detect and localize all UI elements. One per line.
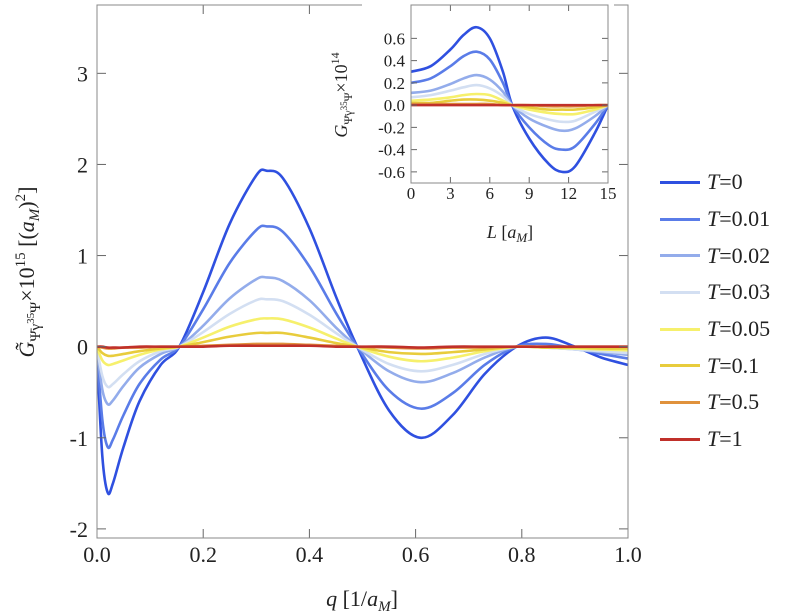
x-tick-label: 12 [560,184,577,203]
legend-swatch [660,437,700,441]
y-tick-label: 3 [77,61,88,86]
series-line [97,275,628,406]
legend-swatch [660,254,700,258]
legend-swatch [660,217,700,221]
x-tick-label: 0.4 [296,542,324,567]
y-tick-label: -2 [70,517,88,542]
inset-y-axis-label: GΨ̄γ35Ψ×1014 [328,52,355,137]
y-tick-label: -0.2 [378,118,405,137]
x-tick-label: 3 [446,184,455,203]
y-tick-label: 0.0 [384,96,405,115]
legend-swatch [660,400,700,404]
legend-entry: T=0.05 [660,311,770,348]
legend-label: T=0.05 [707,316,771,342]
y-tick-label: -1 [70,426,88,451]
y-tick-label: 0 [77,335,88,360]
x-tick-label: 6 [486,184,495,203]
legend-entry: T=0.5 [660,384,770,421]
y-tick-label: -0.6 [378,163,405,182]
legend-entry: T=1 [660,421,770,458]
legend-swatch [660,180,700,184]
series-line [411,83,608,124]
x-tick-label: 0.6 [402,542,430,567]
series-line [411,50,608,152]
y-tick-label: 0.2 [384,74,405,93]
legend-entry: T=0.03 [660,274,770,311]
y-tick-label: -0.4 [378,141,405,160]
legend-swatch [660,290,700,294]
x-tick-label: 9 [525,184,534,203]
frame [410,4,609,184]
y-tick-label: 0.6 [384,29,405,48]
x-tick-label: 0 [407,184,416,203]
legend-entry: T=0.01 [660,201,770,238]
legend-label: T=0.01 [707,206,771,232]
legend-label: T=0.1 [707,352,760,378]
inset-plot: 0 3 6 9 12 15 -0.6 -0.4 -0.2 0.0 0.2 0.4 0.6 [378,4,617,203]
legend-entry: T=0 [660,164,770,201]
x-tick-label: 15 [600,184,617,203]
legend-label: T=0 [707,169,743,195]
y-axis-label: G̃Ψ̄γ35Ψ×1015 [(aM)2] [13,187,44,358]
legend-label: T=0.03 [707,279,771,305]
legend: T=0 T=0.01 T=0.02 T=0.03 T=0.05 T=0.1 T=0.5 T=1 [660,164,770,458]
inset-x-axis-label: L [aM] [486,222,533,245]
legend-swatch [660,327,700,331]
y-tick-label: 2 [77,152,88,177]
legend-entry: T=0.1 [660,347,770,384]
legend-label: T=1 [707,426,743,452]
series-line [97,344,628,349]
series-line [411,73,608,133]
series-line [411,25,608,174]
legend-label: T=0.02 [707,242,771,268]
legend-swatch [660,364,700,368]
y-tick-label: 0.4 [384,52,406,71]
legend-entry: T=0.02 [660,237,770,274]
x-axis-label: q [1/aM] [326,586,398,615]
x-tick-label: 0.2 [189,542,217,567]
x-tick-label: 1.0 [614,542,642,567]
x-tick-label: 0.0 [83,542,111,567]
x-tick-label: 0.8 [508,542,536,567]
y-tick-label: 1 [77,244,88,269]
legend-label: T=0.5 [707,389,760,415]
